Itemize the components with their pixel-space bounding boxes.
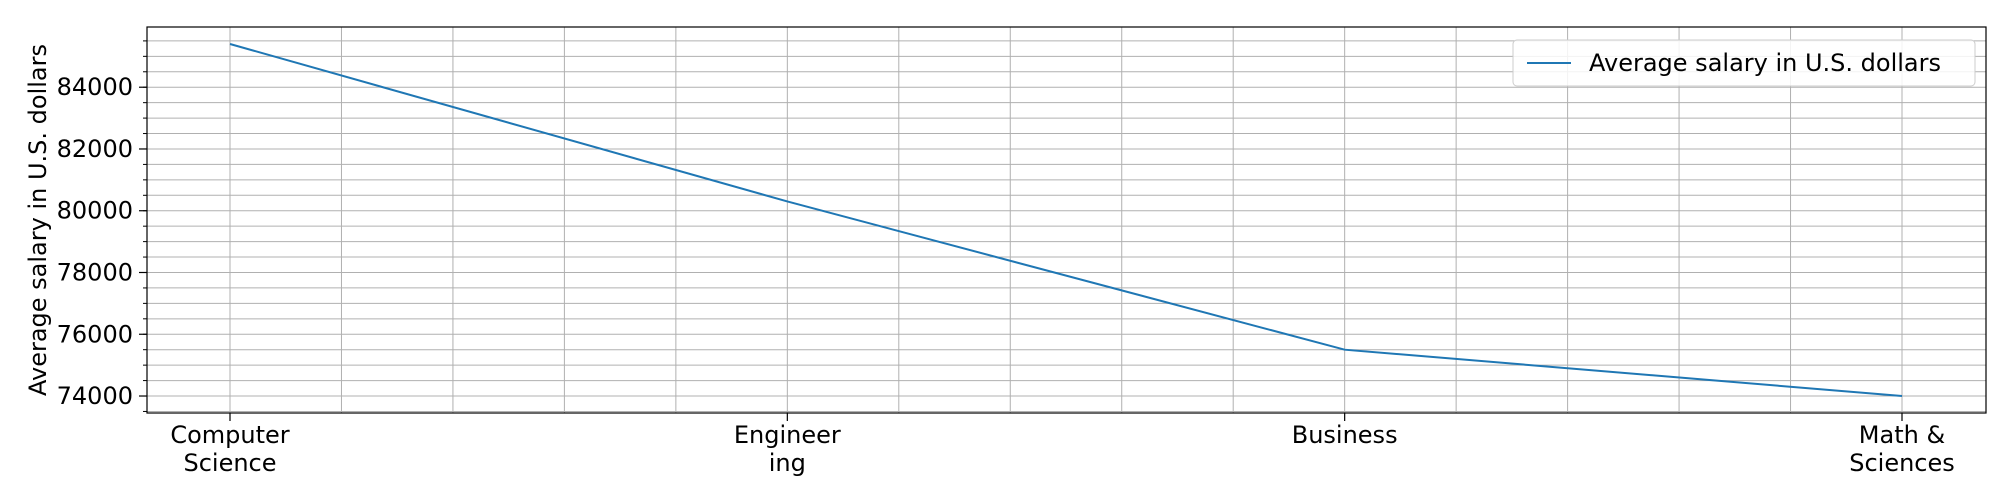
- legend-box: [1512, 39, 1976, 87]
- y-tick-label: 82000: [57, 135, 133, 163]
- x-tick-label: Engineer ing: [734, 421, 841, 477]
- x-tick-label-line: Computer: [170, 421, 289, 449]
- y-axis-title: Average salary in U.S. dollars: [24, 44, 52, 396]
- plot-frame: [146, 26, 1987, 414]
- y-tick-label: 76000: [57, 320, 133, 348]
- y-tick-label: 78000: [57, 258, 133, 286]
- x-tick-label: Math & Sciences: [1849, 421, 1955, 477]
- axes: [139, 26, 1987, 421]
- x-tick-label-line: ing: [769, 449, 806, 477]
- x-tick-label: Business: [1292, 421, 1398, 449]
- legend-label: Average salary in U.S. dollars: [1589, 49, 1941, 77]
- legend: Average salary in U.S. dollars: [1512, 39, 1976, 87]
- y-tick-label: 74000: [57, 382, 133, 410]
- x-tick-label-line: Business: [1292, 421, 1398, 449]
- series-lines: [229, 43, 1903, 398]
- x-tick-label-line: Engineer: [734, 421, 841, 449]
- y-tick-label: 80000: [57, 197, 133, 225]
- series-line: [229, 43, 1903, 398]
- x-tick-label-line: Math &: [1859, 421, 1945, 449]
- x-tick-label-line: Sciences: [1849, 449, 1955, 477]
- x-tick-label: Computer Science: [170, 421, 289, 477]
- x-tick-label-line: Science: [183, 449, 276, 477]
- y-tick-label: 84000: [57, 73, 133, 101]
